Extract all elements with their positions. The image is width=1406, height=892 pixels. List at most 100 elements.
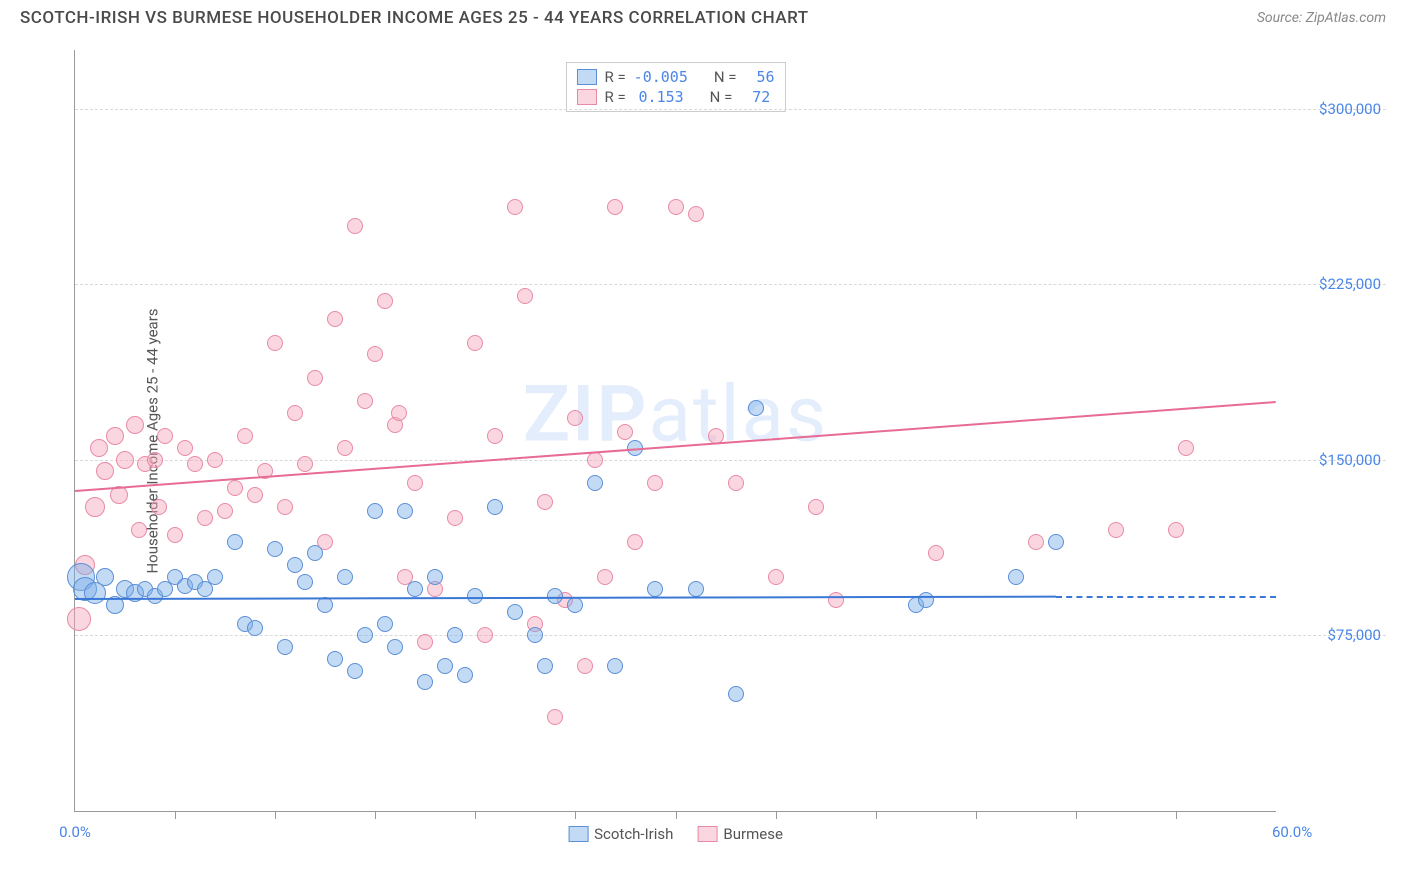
chart-header: SCOTCH-IRISH VS BURMESE HOUSEHOLDER INCO… bbox=[0, 0, 1406, 32]
data-point bbox=[217, 503, 233, 519]
data-point bbox=[90, 439, 108, 457]
data-point bbox=[347, 218, 363, 234]
y-tick-label: $225,000 bbox=[1286, 275, 1381, 293]
data-point bbox=[277, 639, 293, 655]
data-point bbox=[267, 541, 283, 557]
data-point bbox=[457, 667, 473, 683]
data-point bbox=[617, 424, 633, 440]
x-tick bbox=[375, 811, 376, 819]
legend-row: R =0.153N =72 bbox=[576, 87, 774, 107]
data-point bbox=[567, 597, 583, 613]
data-point bbox=[106, 427, 124, 445]
data-point bbox=[377, 616, 393, 632]
data-point bbox=[527, 627, 543, 643]
data-point bbox=[297, 456, 313, 472]
data-point bbox=[627, 534, 643, 550]
data-point bbox=[1168, 522, 1184, 538]
data-point bbox=[768, 569, 784, 585]
data-point bbox=[357, 627, 373, 643]
data-point bbox=[728, 686, 744, 702]
data-point bbox=[467, 588, 483, 604]
data-point bbox=[808, 499, 824, 515]
data-point bbox=[668, 199, 684, 215]
x-label-left: 0.0% bbox=[59, 823, 91, 841]
legend-swatch bbox=[576, 89, 596, 105]
data-point bbox=[297, 574, 313, 590]
gridline bbox=[75, 635, 1386, 636]
x-tick bbox=[676, 811, 677, 819]
data-point bbox=[157, 428, 173, 444]
legend-series-item: Burmese bbox=[697, 825, 783, 843]
x-tick bbox=[976, 811, 977, 819]
data-point bbox=[447, 627, 463, 643]
gridline bbox=[75, 460, 1386, 461]
data-point bbox=[537, 494, 553, 510]
data-point bbox=[151, 499, 167, 515]
legend-r-label: R = bbox=[604, 68, 625, 86]
data-point bbox=[467, 335, 483, 351]
data-point bbox=[437, 658, 453, 674]
data-point bbox=[507, 199, 523, 215]
data-point bbox=[577, 658, 593, 674]
legend-r-value: 0.153 bbox=[634, 88, 684, 106]
data-point bbox=[367, 503, 383, 519]
data-point bbox=[748, 400, 764, 416]
data-point bbox=[477, 627, 493, 643]
legend-row: R =-0.005N =56 bbox=[576, 67, 774, 87]
data-point bbox=[307, 545, 323, 561]
data-point bbox=[547, 709, 563, 725]
data-point bbox=[587, 452, 603, 468]
x-tick bbox=[475, 811, 476, 819]
data-point bbox=[1108, 522, 1124, 538]
data-point bbox=[247, 487, 263, 503]
chart-title: SCOTCH-IRISH VS BURMESE HOUSEHOLDER INCO… bbox=[20, 8, 809, 28]
legend-swatch bbox=[576, 69, 596, 85]
y-tick-label: $300,000 bbox=[1286, 100, 1381, 118]
data-point bbox=[307, 370, 323, 386]
data-point bbox=[417, 674, 433, 690]
data-point bbox=[447, 510, 463, 526]
data-point bbox=[377, 293, 393, 309]
data-point bbox=[507, 604, 523, 620]
data-point bbox=[287, 557, 303, 573]
y-tick-label: $75,000 bbox=[1286, 626, 1381, 644]
data-point bbox=[187, 456, 203, 472]
legend-n-label: N = bbox=[714, 68, 737, 86]
x-tick bbox=[876, 811, 877, 819]
data-point bbox=[487, 428, 503, 444]
data-point bbox=[287, 405, 303, 421]
legend-r-label: R = bbox=[604, 88, 625, 106]
data-point bbox=[116, 451, 134, 469]
data-point bbox=[391, 405, 407, 421]
x-tick bbox=[175, 811, 176, 819]
data-point bbox=[347, 663, 363, 679]
chart-container: Householder Income Ages 25 - 44 years ZI… bbox=[64, 40, 1386, 842]
x-tick bbox=[776, 811, 777, 819]
data-point bbox=[397, 503, 413, 519]
data-point bbox=[337, 440, 353, 456]
data-point bbox=[537, 658, 553, 674]
data-point bbox=[567, 410, 583, 426]
x-tick bbox=[1076, 811, 1077, 819]
data-point bbox=[327, 311, 343, 327]
data-point bbox=[1178, 440, 1194, 456]
data-point bbox=[597, 569, 613, 585]
data-point bbox=[167, 527, 183, 543]
data-point bbox=[547, 588, 563, 604]
legend-series-label: Scotch-Irish bbox=[594, 825, 673, 843]
data-point bbox=[96, 462, 114, 480]
plot-area: ZIPatlas R =-0.005N =56R =0.153N =72 Sco… bbox=[74, 50, 1276, 812]
data-point bbox=[67, 607, 91, 631]
data-point bbox=[688, 206, 704, 222]
data-point bbox=[387, 639, 403, 655]
data-point bbox=[417, 634, 433, 650]
legend-swatch bbox=[697, 826, 717, 842]
data-point bbox=[207, 452, 223, 468]
data-point bbox=[1008, 569, 1024, 585]
gridline bbox=[75, 109, 1386, 110]
data-point bbox=[247, 620, 263, 636]
data-point bbox=[928, 545, 944, 561]
data-point bbox=[267, 335, 283, 351]
data-point bbox=[131, 522, 147, 538]
chart-source: Source: ZipAtlas.com bbox=[1257, 10, 1386, 26]
